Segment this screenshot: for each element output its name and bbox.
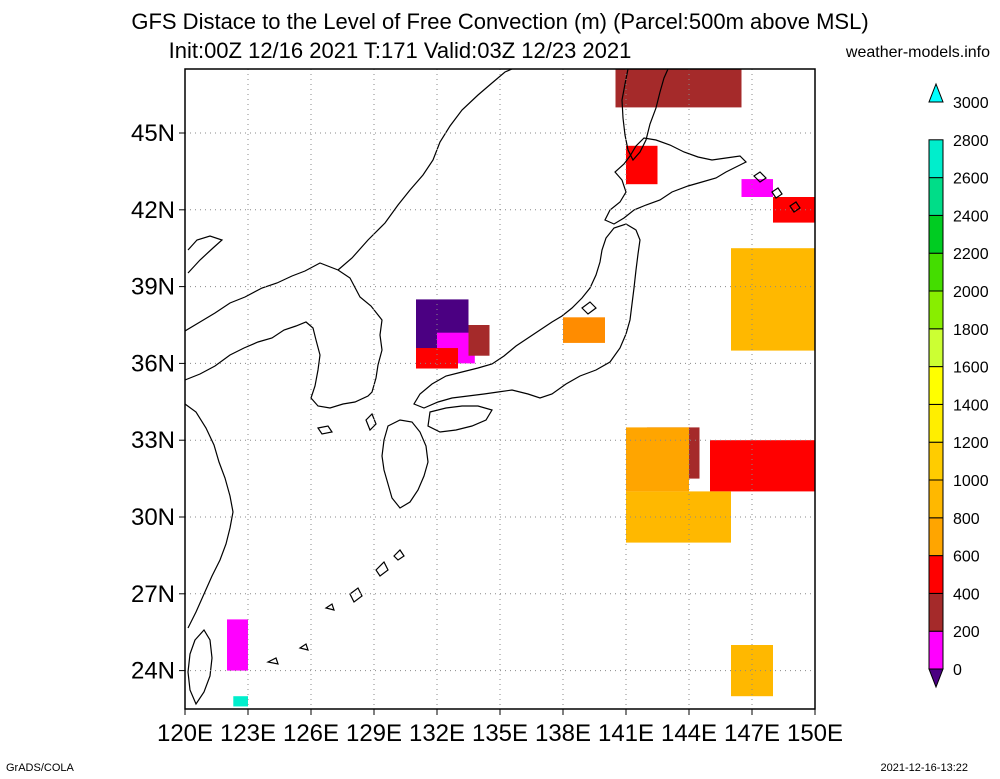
data-region-15 <box>731 645 773 697</box>
y-tick-label: 42N <box>131 197 175 224</box>
y-tick-label: 33N <box>131 427 175 454</box>
coastline-hokkaido <box>604 137 748 225</box>
x-tick-label: 147E <box>724 720 780 747</box>
axes: 120E 123E 126E 129E 132E 135E 138E 141E 144E 147E… <box>131 120 843 747</box>
colorbar-label: 1800 <box>953 322 989 339</box>
colorbar-bottom-triangle <box>928 668 944 689</box>
colorbar-label: 1600 <box>953 360 989 377</box>
colorbar-swatch <box>928 252 944 292</box>
colorbar-swatch <box>928 177 944 216</box>
software-credit: GrADS/COLA <box>6 762 74 774</box>
colorbar-swatch <box>928 630 944 670</box>
chart-title: GFS Distace to the Level of Free Convect… <box>131 9 869 34</box>
data-region-7 <box>626 427 689 492</box>
colorbar-label: 2600 <box>953 171 989 188</box>
x-tick-label: 150E <box>787 720 843 747</box>
colorbar-label: 400 <box>953 586 980 603</box>
y-tick-label: 24N <box>131 658 175 685</box>
data-region-16 <box>233 696 248 707</box>
colorbar-swatch <box>928 328 944 368</box>
x-tick-label: 129E <box>346 720 402 747</box>
coastline-sado <box>581 301 597 315</box>
data-region-10 <box>615 69 742 108</box>
coastlines <box>185 69 801 706</box>
colorbar-swatch <box>928 366 944 405</box>
x-tick-label: 120E <box>157 720 213 747</box>
coastline-china-coast <box>185 403 234 629</box>
y-tick-label: 36N <box>131 350 175 377</box>
x-tick-label: 144E <box>661 720 717 747</box>
x-tick-label: 138E <box>535 720 591 747</box>
coastline-kurils <box>753 171 801 213</box>
colorbar-swatch <box>928 139 944 179</box>
data-region-12 <box>741 179 773 197</box>
colorbar-swatch <box>928 555 944 594</box>
coastline-honshu <box>413 223 641 409</box>
colorbar-label: 200 <box>953 624 980 641</box>
colorbar-label: 1000 <box>953 473 989 490</box>
coastline-russia-coast <box>337 69 513 271</box>
colorbar-swatch <box>928 214 944 254</box>
coastline-ryukyu <box>266 549 405 665</box>
data-region-14 <box>227 619 248 671</box>
y-tick-label: 27N <box>131 581 175 608</box>
x-tick-label: 126E <box>283 720 339 747</box>
data-layer <box>227 69 815 707</box>
data-region-3 <box>416 348 458 369</box>
x-tick-label: 141E <box>598 720 654 747</box>
colorbar-label: 0 <box>953 662 962 679</box>
colorbar-label: 600 <box>953 549 980 566</box>
y-tick-label: 39N <box>131 274 175 301</box>
graticule <box>184 69 816 709</box>
colorbar-label: 1200 <box>953 435 989 452</box>
coastline-kyushu <box>381 419 429 509</box>
data-region-4 <box>563 317 605 343</box>
data-region-9 <box>626 491 731 543</box>
x-tick-label: 132E <box>409 720 465 747</box>
y-tick-label: 45N <box>131 120 175 147</box>
colorbar-swatch <box>928 403 944 443</box>
data-region-8 <box>731 248 815 351</box>
data-region-11 <box>626 145 658 185</box>
data-region-2 <box>468 325 490 356</box>
colorbar: 0 200 400 600 800 1000 1200 1400 1600 1800 2000 220… <box>928 82 989 689</box>
timestamp: 2021-12-16-13:22 <box>880 762 968 774</box>
data-region-13 <box>773 197 815 223</box>
colorbar-swatch <box>928 517 944 557</box>
coastline-korea-mainland <box>185 262 383 409</box>
colorbar-swatch <box>928 592 944 632</box>
colorbar-label: 800 <box>953 511 980 528</box>
coastline-tsushima <box>365 412 377 432</box>
colorbar-label: 2800 <box>953 133 989 150</box>
colorbar-swatch <box>928 290 944 330</box>
colorbar-label: 2000 <box>953 284 989 301</box>
coastline-taiwan <box>187 628 213 706</box>
colorbar-swatch <box>928 441 944 481</box>
coastline-sakhalin <box>621 69 669 162</box>
colorbar-label: 3000 <box>953 95 989 112</box>
x-tick-label: 135E <box>472 720 528 747</box>
coastline-shikoku <box>427 405 493 433</box>
colorbar-label: 2400 <box>953 208 989 225</box>
y-tick-label: 30N <box>131 504 175 531</box>
colorbar-label: 1400 <box>953 397 989 414</box>
coastline-jeju <box>317 425 333 435</box>
colorbar-top-triangle <box>928 82 944 103</box>
data-region-5 <box>710 440 815 492</box>
colorbar-label: 2200 <box>953 246 989 263</box>
chart-subtitle: Init:00Z 12/16 2021 T:171 Valid:03Z 12/2… <box>168 38 632 63</box>
site-credit: weather-models.info <box>845 44 990 61</box>
colorbar-swatch <box>928 479 944 519</box>
x-tick-label: 123E <box>220 720 276 747</box>
coastline-bohai <box>187 235 224 274</box>
